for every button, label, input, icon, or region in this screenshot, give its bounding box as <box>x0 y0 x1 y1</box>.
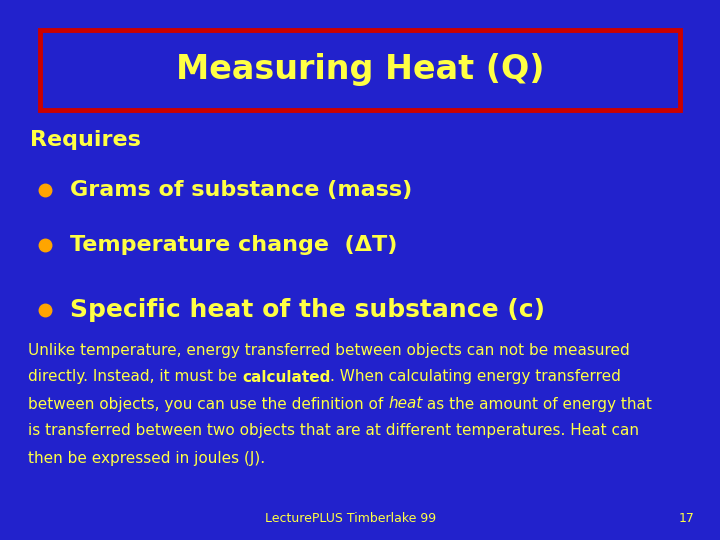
Text: 17: 17 <box>679 511 695 524</box>
Text: . When calculating energy transferred: . When calculating energy transferred <box>330 369 621 384</box>
Text: Measuring Heat (Q): Measuring Heat (Q) <box>176 53 544 86</box>
Text: Requires: Requires <box>30 130 141 150</box>
Text: as the amount of energy that: as the amount of energy that <box>423 396 652 411</box>
Text: Temperature change  (ΔT): Temperature change (ΔT) <box>70 235 397 255</box>
Text: between objects, you can use the definition of: between objects, you can use the definit… <box>28 396 388 411</box>
Text: LecturePLUS Timberlake 99: LecturePLUS Timberlake 99 <box>265 511 436 524</box>
Text: Unlike temperature, energy transferred between objects can not be measured: Unlike temperature, energy transferred b… <box>28 342 630 357</box>
Text: calculated: calculated <box>242 369 330 384</box>
Text: is transferred between two objects that are at different temperatures. Heat can: is transferred between two objects that … <box>28 423 639 438</box>
FancyBboxPatch shape <box>40 30 680 110</box>
Text: directly. Instead, it must be: directly. Instead, it must be <box>28 369 242 384</box>
Text: then be expressed in joules (J).: then be expressed in joules (J). <box>28 450 265 465</box>
Text: Specific heat of the substance (c): Specific heat of the substance (c) <box>70 298 545 322</box>
Text: Grams of substance (mass): Grams of substance (mass) <box>70 180 413 200</box>
Text: heat: heat <box>388 396 423 411</box>
